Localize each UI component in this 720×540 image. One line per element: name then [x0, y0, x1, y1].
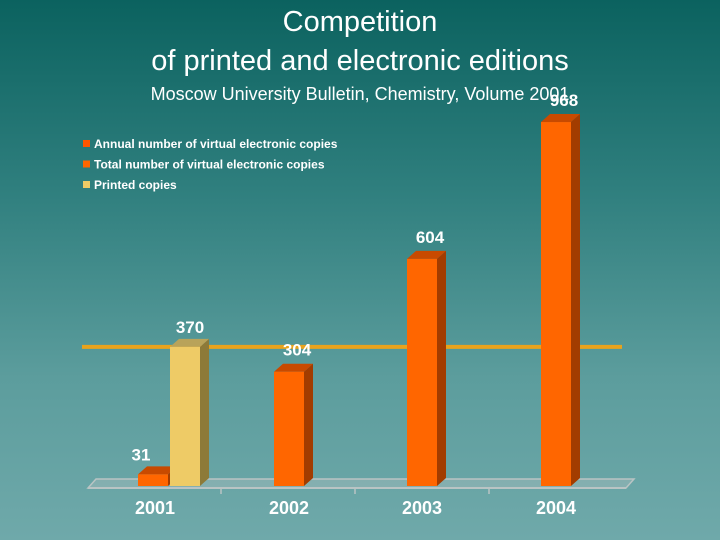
legend: Annual number of virtual electronic copi… — [83, 137, 338, 192]
bar-electronic-2003-side — [437, 250, 446, 486]
x-tick-label-2001: 2001 — [135, 498, 175, 518]
bar-electronic-2004-front — [541, 122, 571, 487]
data-label-electronic-2004: 968 — [550, 91, 578, 110]
legend-label-1: Annual number of virtual electronic copi… — [94, 137, 338, 151]
slide-title-line-1: Competition — [282, 6, 438, 38]
data-label-electronic-2003: 604 — [416, 228, 445, 247]
legend-swatch-3 — [83, 181, 90, 188]
data-label-electronic-2002: 304 — [283, 341, 312, 360]
bar-printed-2001-side — [200, 338, 209, 486]
bar-electronic-2003-top — [407, 250, 446, 259]
bars — [138, 114, 580, 487]
data-label-electronic-2001: 31 — [132, 445, 151, 464]
bar-printed-2001-top — [170, 338, 209, 347]
bar-electronic-2003-front — [407, 258, 437, 486]
slide-title-line-2: of printed and electronic editions — [151, 45, 569, 77]
bar-electronic-2002-front — [274, 371, 304, 486]
bar-electronic-2004 — [541, 114, 580, 487]
data-label-printed-2001: 370 — [176, 318, 204, 337]
bar-electronic-2001-front — [138, 474, 168, 486]
slide-subtitle: Moscow University Bulletin, Chemistry, V… — [150, 84, 570, 104]
bar-printed-2001 — [170, 338, 209, 486]
bar-electronic-2001-top — [138, 466, 177, 475]
legend-label-2: Total number of virtual electronic copie… — [94, 158, 325, 172]
bar-electronic-2002 — [274, 363, 313, 486]
x-tick-label-2002: 2002 — [269, 498, 309, 518]
bar-printed-2001-front — [170, 346, 200, 486]
bar-electronic-2004-side — [571, 114, 580, 487]
x-tick-labels: 2001 2002 2003 2004 — [135, 498, 576, 518]
x-tick-label-2003: 2003 — [402, 498, 442, 518]
legend-swatch-1 — [83, 140, 90, 147]
data-labels: 31 370 304 604 968 — [132, 91, 579, 464]
bar-electronic-2004-top — [541, 114, 580, 123]
bar-electronic-2002-top — [274, 363, 313, 372]
x-tick-label-2004: 2004 — [536, 498, 576, 518]
legend-label-3: Printed copies — [94, 178, 177, 192]
bar-electronic-2002-side — [304, 363, 313, 486]
legend-swatch-2 — [83, 160, 90, 168]
chart-floor — [86, 478, 636, 494]
bar-electronic-2003 — [407, 250, 446, 486]
